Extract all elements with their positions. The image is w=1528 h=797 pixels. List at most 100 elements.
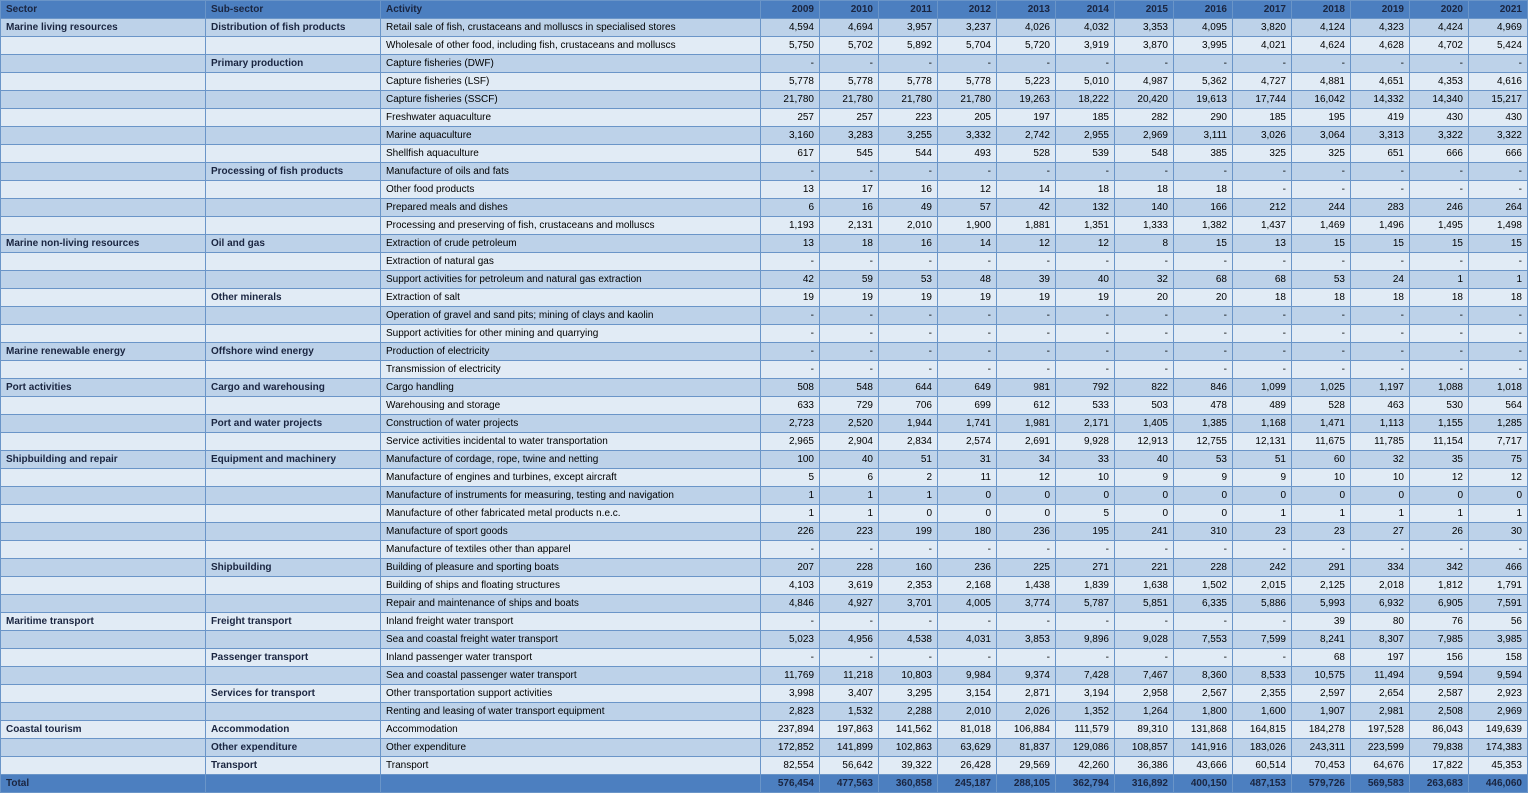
cell-value: 21,780 (938, 91, 997, 109)
cell-value: 530 (1410, 397, 1469, 415)
cell-value: 0 (938, 487, 997, 505)
table-row: Passenger transportInland passenger wate… (1, 649, 1528, 667)
cell-value: - (938, 361, 997, 379)
cell-sector (1, 289, 206, 307)
cell-value: - (1292, 181, 1351, 199)
cell-activity: Wholesale of other food, including fish,… (381, 37, 761, 55)
cell-value: 12,131 (1233, 433, 1292, 451)
cell-value: 3,774 (997, 595, 1056, 613)
cell-value: 19 (1056, 289, 1115, 307)
cell-value: 29,569 (997, 757, 1056, 775)
cell-activity: Manufacture of other fabricated metal pr… (381, 505, 761, 523)
cell-value: - (1292, 307, 1351, 325)
table-row: Manufacture of engines and turbines, exc… (1, 469, 1528, 487)
cell-value: - (879, 649, 938, 667)
cell-sector (1, 415, 206, 433)
header-row: Sector Sub-sector Activity 2009 2010 201… (1, 1, 1528, 19)
cell-value: 19 (820, 289, 879, 307)
cell-value: 2,904 (820, 433, 879, 451)
col-activity: Activity (381, 1, 761, 19)
cell-value: 237,894 (761, 721, 820, 739)
cell-sector (1, 757, 206, 775)
cell-value: - (1469, 253, 1528, 271)
cell-value: 463 (1351, 397, 1410, 415)
cell-value: - (1174, 649, 1233, 667)
cell-value: 283 (1351, 199, 1410, 217)
cell-value: 18 (1115, 181, 1174, 199)
cell-value: 1,532 (820, 703, 879, 721)
cell-value: - (879, 541, 938, 559)
table-row: Service activities incidental to water t… (1, 433, 1528, 451)
cell-value: 228 (820, 559, 879, 577)
table-row: Support activities for petroleum and nat… (1, 271, 1528, 289)
total-row: Total576,454477,563360,858245,187288,105… (1, 775, 1528, 793)
cell-value: 2,981 (1351, 703, 1410, 721)
cell-value: 26,428 (938, 757, 997, 775)
cell-value: 5,993 (1292, 595, 1351, 613)
cell-value: - (1469, 55, 1528, 73)
cell-value: - (1174, 361, 1233, 379)
cell-value: 185 (1233, 109, 1292, 127)
cell-value: 11,154 (1410, 433, 1469, 451)
cell-value: 0 (879, 505, 938, 523)
cell-value: 242 (1233, 559, 1292, 577)
cell-value: 48 (938, 271, 997, 289)
cell-value: 4,956 (820, 631, 879, 649)
cell-value: 21,780 (820, 91, 879, 109)
cell-subsector (206, 199, 381, 217)
cell-value: 544 (879, 145, 938, 163)
cell-value: 2,567 (1174, 685, 1233, 703)
cell-subsector: Distribution of fish products (206, 19, 381, 37)
cell-value: - (1056, 343, 1115, 361)
cell-value: 1 (820, 505, 879, 523)
cell-value: 3,353 (1115, 19, 1174, 37)
cell-sector: Marine living resources (1, 19, 206, 37)
cell-value: - (879, 325, 938, 343)
cell-activity: Capture fisheries (DWF) (381, 55, 761, 73)
cell-value: 164,815 (1233, 721, 1292, 739)
cell-value: 4,538 (879, 631, 938, 649)
cell-value: 1,600 (1233, 703, 1292, 721)
cell-sector (1, 541, 206, 559)
table-row: Capture fisheries (SSCF)21,78021,78021,7… (1, 91, 1528, 109)
cell-value: 1,839 (1056, 577, 1115, 595)
cell-value: - (1233, 181, 1292, 199)
cell-subsector (206, 217, 381, 235)
cell-value: 1,333 (1115, 217, 1174, 235)
cell-value: - (761, 613, 820, 631)
cell-value: - (997, 253, 1056, 271)
cell-sector (1, 127, 206, 145)
cell-value: 4,353 (1410, 73, 1469, 91)
cell-value: 57 (938, 199, 997, 217)
cell-value: 39 (997, 271, 1056, 289)
cell-value: 108,857 (1115, 739, 1174, 757)
cell-total-value: 362,794 (1056, 775, 1115, 793)
cell-value: 5,010 (1056, 73, 1115, 91)
cell-value: 185 (1056, 109, 1115, 127)
cell-sector (1, 163, 206, 181)
cell-value: 1 (1351, 505, 1410, 523)
cell-value: 651 (1351, 145, 1410, 163)
table-row: Sea and coastal passenger water transpor… (1, 667, 1528, 685)
cell-value: 81,837 (997, 739, 1056, 757)
cell-value: 5,787 (1056, 595, 1115, 613)
cell-value: - (820, 253, 879, 271)
cell-value: 3,283 (820, 127, 879, 145)
cell-value: 13 (761, 235, 820, 253)
cell-value: 197 (997, 109, 1056, 127)
table-row: Shipbuilding and repairEquipment and mac… (1, 451, 1528, 469)
cell-value: 4,846 (761, 595, 820, 613)
cell-value: 478 (1174, 397, 1233, 415)
cell-value: 12 (997, 469, 1056, 487)
cell-value: 205 (938, 109, 997, 127)
cell-value: 3,619 (820, 577, 879, 595)
cell-value: - (1469, 541, 1528, 559)
cell-value: 15 (1174, 235, 1233, 253)
cell-activity: Support activities for other mining and … (381, 325, 761, 343)
cell-value: 14,340 (1410, 91, 1469, 109)
cell-value: 21,780 (879, 91, 938, 109)
cell-value: 42 (997, 199, 1056, 217)
cell-value: 195 (1292, 109, 1351, 127)
cell-sector (1, 397, 206, 415)
cell-total-value: 245,187 (938, 775, 997, 793)
